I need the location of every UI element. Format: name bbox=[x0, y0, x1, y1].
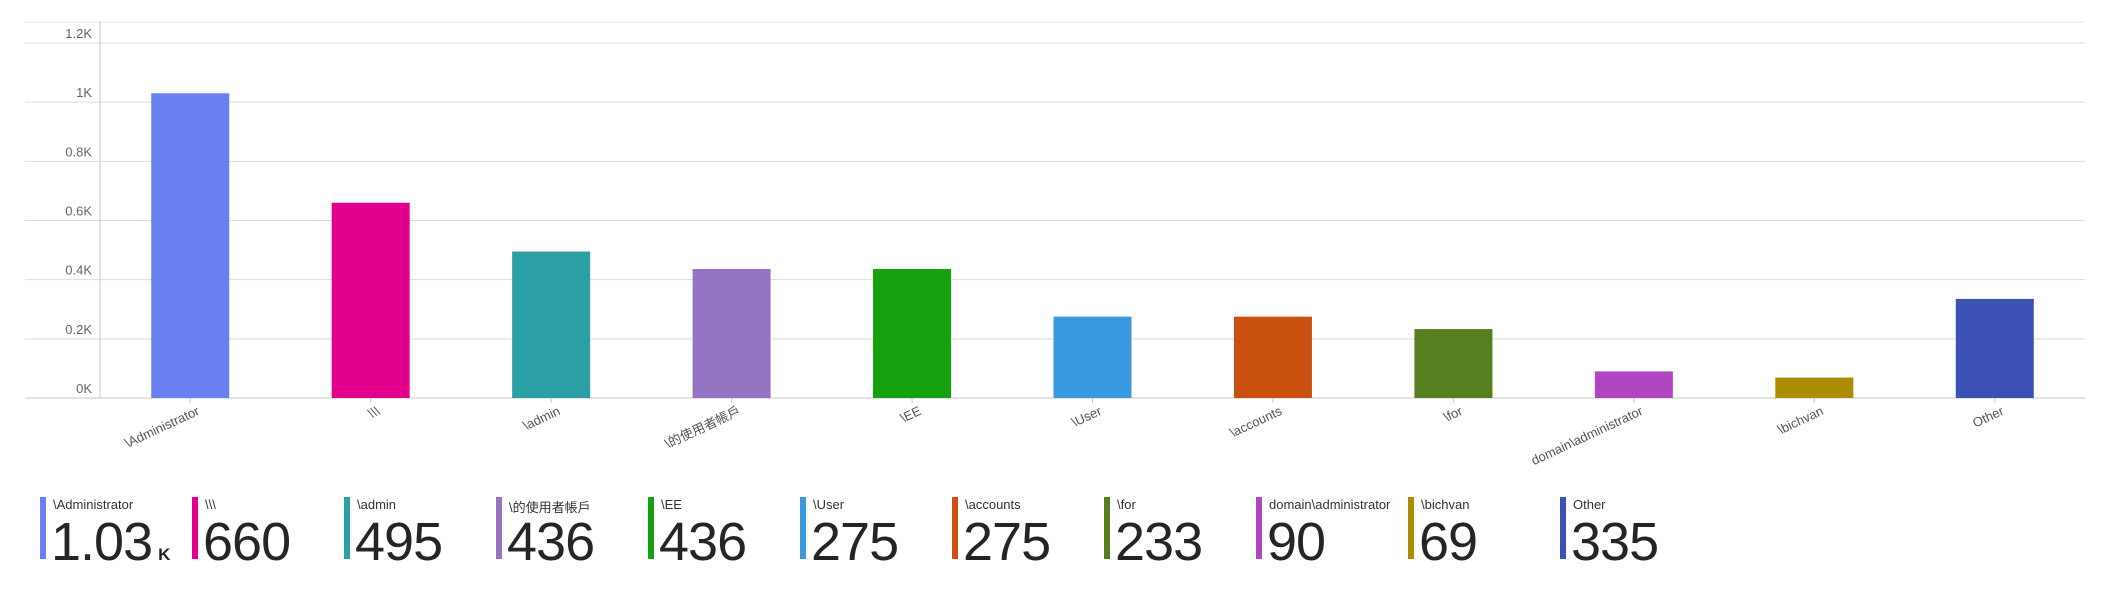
x-tick-label: \for bbox=[1441, 403, 1465, 425]
legend-value: 660 bbox=[203, 512, 296, 585]
legend-item[interactable]: Other 335 bbox=[1560, 490, 1712, 572]
legend-value-number: 436 bbox=[659, 512, 747, 572]
legend: \Administrator 1.03 K \\\ 660 \admin 495 … bbox=[40, 490, 1712, 572]
legend-value: 233 bbox=[1115, 512, 1208, 585]
y-tick-label: 0K bbox=[76, 381, 92, 396]
x-tick-label: Other bbox=[1970, 403, 2006, 431]
legend-label: \accounts bbox=[965, 497, 1021, 512]
legend-value-number: 233 bbox=[1115, 512, 1203, 572]
legend-label: \EE bbox=[661, 497, 682, 512]
legend-value-unit: K bbox=[158, 545, 171, 564]
legend-value: 1.03 K bbox=[51, 512, 170, 585]
x-tick-label: \User bbox=[1069, 403, 1104, 430]
legend-value: 90 bbox=[1267, 512, 1331, 585]
bar bbox=[692, 269, 771, 398]
y-tick-label: 0.2K bbox=[65, 322, 92, 337]
legend-value: 335 bbox=[1571, 512, 1664, 585]
bar bbox=[1955, 298, 2034, 398]
legend-value: 436 bbox=[507, 512, 600, 585]
legend-value-number: 275 bbox=[963, 512, 1051, 572]
legend-label: \bichvan bbox=[1421, 497, 1470, 512]
legend-label: Other bbox=[1573, 497, 1606, 512]
legend-item[interactable]: \\\ 660 bbox=[192, 490, 344, 572]
x-tick-label: \的使用者帳戶 bbox=[663, 403, 743, 451]
legend-value-number: 436 bbox=[507, 512, 595, 572]
x-axis-ticks: \Administrator \\\ \admin \的使用者帳戶 \EE \User \a… bbox=[122, 398, 2007, 468]
legend-color-swatch bbox=[496, 497, 502, 559]
legend-color-swatch bbox=[1560, 497, 1566, 559]
legend-item[interactable]: \for 233 bbox=[1104, 490, 1256, 572]
bar bbox=[1594, 371, 1673, 398]
legend-color-swatch bbox=[344, 497, 350, 559]
y-tick-label: 1K bbox=[76, 85, 92, 100]
y-tick-label: 0.8K bbox=[65, 144, 92, 159]
legend-label: domain\administrator bbox=[1269, 497, 1391, 512]
legend-item[interactable]: \bichvan 69 bbox=[1408, 490, 1560, 572]
legend-value-number: 275 bbox=[811, 512, 899, 572]
legend-value: 69 bbox=[1419, 512, 1483, 585]
legend-value-number: 495 bbox=[355, 512, 443, 572]
legend-value-number: 69 bbox=[1419, 512, 1478, 572]
legend-color-swatch bbox=[40, 497, 46, 559]
legend-color-swatch bbox=[1104, 497, 1110, 559]
legend-value: 275 bbox=[963, 512, 1056, 585]
bar bbox=[331, 202, 410, 398]
y-tick-label: 1.2K bbox=[65, 26, 92, 41]
legend-color-swatch bbox=[648, 497, 654, 559]
y-axis-ticks: 0K 0.2K 0.4K 0.6K 0.8K 1K 1.2K bbox=[65, 26, 92, 396]
legend-color-swatch bbox=[800, 497, 806, 559]
bar bbox=[151, 93, 230, 399]
x-tick-label: \bichvan bbox=[1775, 403, 1825, 437]
legend-value: 436 bbox=[659, 512, 752, 585]
legend-value-number: 1.03 bbox=[51, 512, 153, 572]
y-tick-label: 0.6K bbox=[65, 204, 92, 219]
x-tick-label: \Administrator bbox=[122, 403, 202, 451]
legend-color-swatch bbox=[952, 497, 958, 559]
legend-item[interactable]: \accounts 275 bbox=[952, 490, 1104, 572]
legend-label: \Administrator bbox=[53, 497, 134, 512]
legend-item[interactable]: domain\administrator 90 bbox=[1256, 490, 1408, 572]
legend-label: \的使用者帳戶 bbox=[509, 500, 591, 515]
bars bbox=[151, 93, 2034, 399]
x-tick-label: \admin bbox=[521, 403, 563, 433]
legend-color-swatch bbox=[1256, 497, 1262, 559]
legend-item[interactable]: \admin 495 bbox=[344, 490, 496, 572]
legend-color-swatch bbox=[192, 497, 198, 559]
legend-item[interactable]: \的使用者帳戶 436 bbox=[496, 490, 648, 572]
x-tick-label: \EE bbox=[898, 403, 924, 426]
legend-value: 495 bbox=[355, 512, 448, 585]
legend-value-number: 660 bbox=[203, 512, 291, 572]
bar bbox=[1233, 316, 1312, 398]
legend-color-swatch bbox=[1408, 497, 1414, 559]
bar bbox=[1053, 316, 1132, 398]
legend-item[interactable]: \EE 436 bbox=[648, 490, 800, 572]
legend-label: \\\ bbox=[205, 497, 216, 512]
x-tick-label: \accounts bbox=[1227, 403, 1284, 440]
legend-item[interactable]: \User 275 bbox=[800, 490, 952, 572]
bar bbox=[873, 269, 952, 398]
legend-label: \User bbox=[813, 497, 845, 512]
bar bbox=[1414, 329, 1493, 398]
legend-value-number: 90 bbox=[1267, 512, 1326, 572]
legend-item[interactable]: \Administrator 1.03 K bbox=[40, 490, 192, 572]
legend-value: 275 bbox=[811, 512, 904, 585]
bar bbox=[1775, 377, 1854, 398]
legend-value-number: 335 bbox=[1571, 512, 1659, 572]
bar bbox=[512, 251, 591, 398]
legend-label: \for bbox=[1117, 497, 1136, 512]
x-tick-label: \\\ bbox=[366, 403, 383, 421]
y-tick-label: 0.4K bbox=[65, 263, 92, 278]
legend-label: \admin bbox=[357, 497, 397, 512]
x-tick-label: domain\administrator bbox=[1529, 403, 1646, 468]
